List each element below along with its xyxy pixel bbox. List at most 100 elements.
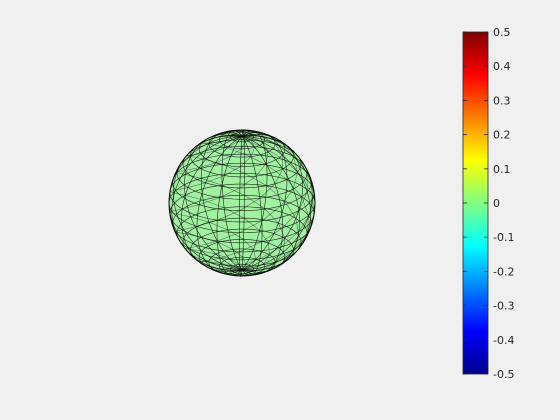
mesh-diagonal-line — [262, 142, 269, 153]
mesh-diagonal-line — [237, 269, 243, 274]
mesh-diagonal-line — [292, 172, 298, 190]
mesh-diagonal-line — [239, 220, 262, 234]
mesh-diagonal-line — [282, 238, 286, 253]
mesh-diagonal-line — [218, 134, 228, 136]
mesh-diagonal-line — [306, 215, 310, 235]
mesh-diagonal-line — [185, 248, 191, 250]
mesh-diagonal-line — [230, 148, 242, 157]
mesh-diagonal-line — [240, 270, 257, 275]
mesh-diagonal-line — [295, 157, 309, 175]
mesh-diagonal-line — [176, 170, 186, 173]
mesh-diagonal-line — [190, 153, 201, 156]
mesh-diagonal-line — [224, 146, 245, 155]
colorbar-tick-label: 0.1 — [493, 163, 511, 176]
mesh-diagonal-line — [243, 217, 260, 231]
mesh-diagonal-line — [239, 175, 257, 189]
mesh-diagonal-line — [284, 159, 303, 177]
mesh-diagonal-line — [263, 262, 276, 270]
colorbar-tick-label: 0 — [493, 197, 500, 210]
mesh-diagonal-line — [292, 233, 308, 250]
mesh-diagonal-line — [215, 269, 225, 271]
mesh-diagonal-line — [241, 268, 254, 270]
mesh-diagonal-line — [239, 258, 260, 267]
mesh-diagonal-line — [208, 261, 221, 264]
mesh-diagonal-line — [274, 143, 283, 156]
mesh-diagonal-line — [176, 172, 186, 175]
mesh-diagonal-line — [227, 229, 244, 240]
mesh-diagonal-line — [238, 132, 243, 137]
mesh-longitude-line — [241, 134, 303, 270]
mesh-diagonal-line — [295, 218, 300, 236]
mesh-diagonal-line — [241, 269, 252, 273]
mesh-diagonal-line — [266, 164, 288, 180]
mesh-diagonal-line — [256, 261, 276, 271]
mesh-diagonal-line — [243, 131, 260, 137]
mesh-diagonal-line — [182, 204, 200, 210]
colorbar-tick-label: -0.1 — [493, 231, 514, 244]
mesh-diagonal-line — [259, 246, 281, 260]
mesh-diagonal-line — [205, 175, 225, 184]
mesh-diagonal-line — [185, 195, 204, 201]
mesh-diagonal-line — [230, 268, 243, 270]
mesh-diagonal-line — [214, 268, 221, 271]
mesh-diagonal-line — [220, 139, 233, 143]
mesh-diagonal-line — [261, 205, 281, 222]
mesh-diagonal-line — [241, 269, 246, 274]
mesh-diagonal-line — [297, 234, 308, 251]
mesh-diagonal-line — [239, 197, 261, 211]
mesh-diagonal-line — [227, 271, 233, 274]
mesh-diagonal-line — [187, 182, 206, 188]
mesh-diagonal-line — [306, 214, 315, 234]
mesh-diagonal-line — [278, 223, 286, 239]
mesh-diagonal-line — [187, 245, 200, 249]
colorbar-tick-label: -0.5 — [493, 368, 514, 381]
mesh-diagonal-line — [201, 250, 216, 255]
mesh-diagonal-line — [232, 265, 243, 270]
mesh-diagonal-line — [215, 253, 230, 260]
mesh-diagonal-line — [199, 260, 206, 263]
colorbar-tick-label: -0.3 — [493, 300, 514, 313]
mesh-diagonal-line — [301, 196, 310, 216]
mesh-diagonal-line — [232, 269, 243, 272]
mesh-diagonal-line — [250, 147, 255, 157]
mesh-diagonal-line — [199, 197, 220, 205]
mesh-diagonal-line — [182, 226, 198, 231]
mesh-diagonal-line — [215, 134, 221, 137]
mesh-diagonal-line — [240, 141, 246, 149]
mesh-diagonal-line — [261, 227, 283, 242]
mesh-diagonal-line — [186, 233, 202, 238]
mesh-diagonal-line — [242, 257, 247, 265]
colorbar-tick-label: 0.3 — [493, 94, 511, 107]
mesh-diagonal-line — [241, 265, 252, 270]
mesh-diagonal-line — [203, 199, 225, 209]
mesh-diagonal-line — [229, 131, 234, 135]
mesh-diagonal-line — [259, 230, 269, 244]
mesh-diagonal-line — [253, 137, 264, 144]
mesh-diagonal-line — [201, 178, 223, 186]
mesh-diagonal-line — [203, 158, 223, 165]
mesh-diagonal-line — [224, 166, 241, 176]
mesh-diagonal-line — [238, 264, 243, 270]
mesh-diagonal-line — [227, 141, 239, 148]
mesh-diagonal-line — [208, 221, 228, 231]
mesh-diagonal-line — [176, 232, 187, 235]
mesh-diagonal-line — [298, 157, 308, 174]
colorbar-tick-label: 0.4 — [493, 60, 511, 73]
mesh-diagonal-line — [220, 262, 234, 267]
mesh-diagonal-line — [215, 156, 231, 164]
mesh-diagonal-line — [264, 208, 279, 224]
sphere-outline — [168, 129, 316, 277]
mesh-diagonal-line — [185, 167, 200, 171]
mesh-diagonal-line — [240, 156, 252, 167]
mesh-diagonal-line — [269, 135, 284, 145]
colorbar: 0.5 0.4 0.3 0.2 0.1 0 -0.1 -0.2 -0.3 -0.4 -0.5 — [462, 26, 514, 381]
mesh-diagonal-line — [238, 130, 243, 133]
mesh-diagonal-line — [214, 269, 216, 271]
mesh-diagonal-line — [245, 273, 255, 275]
mesh-diagonal-line — [199, 240, 218, 247]
mesh-diagonal-line — [263, 254, 270, 265]
mesh-diagonal-line — [274, 249, 294, 263]
mesh-diagonal-line — [268, 243, 270, 255]
colorbar-tick-label: 0.5 — [493, 26, 511, 39]
mesh-diagonal-line — [176, 213, 191, 218]
